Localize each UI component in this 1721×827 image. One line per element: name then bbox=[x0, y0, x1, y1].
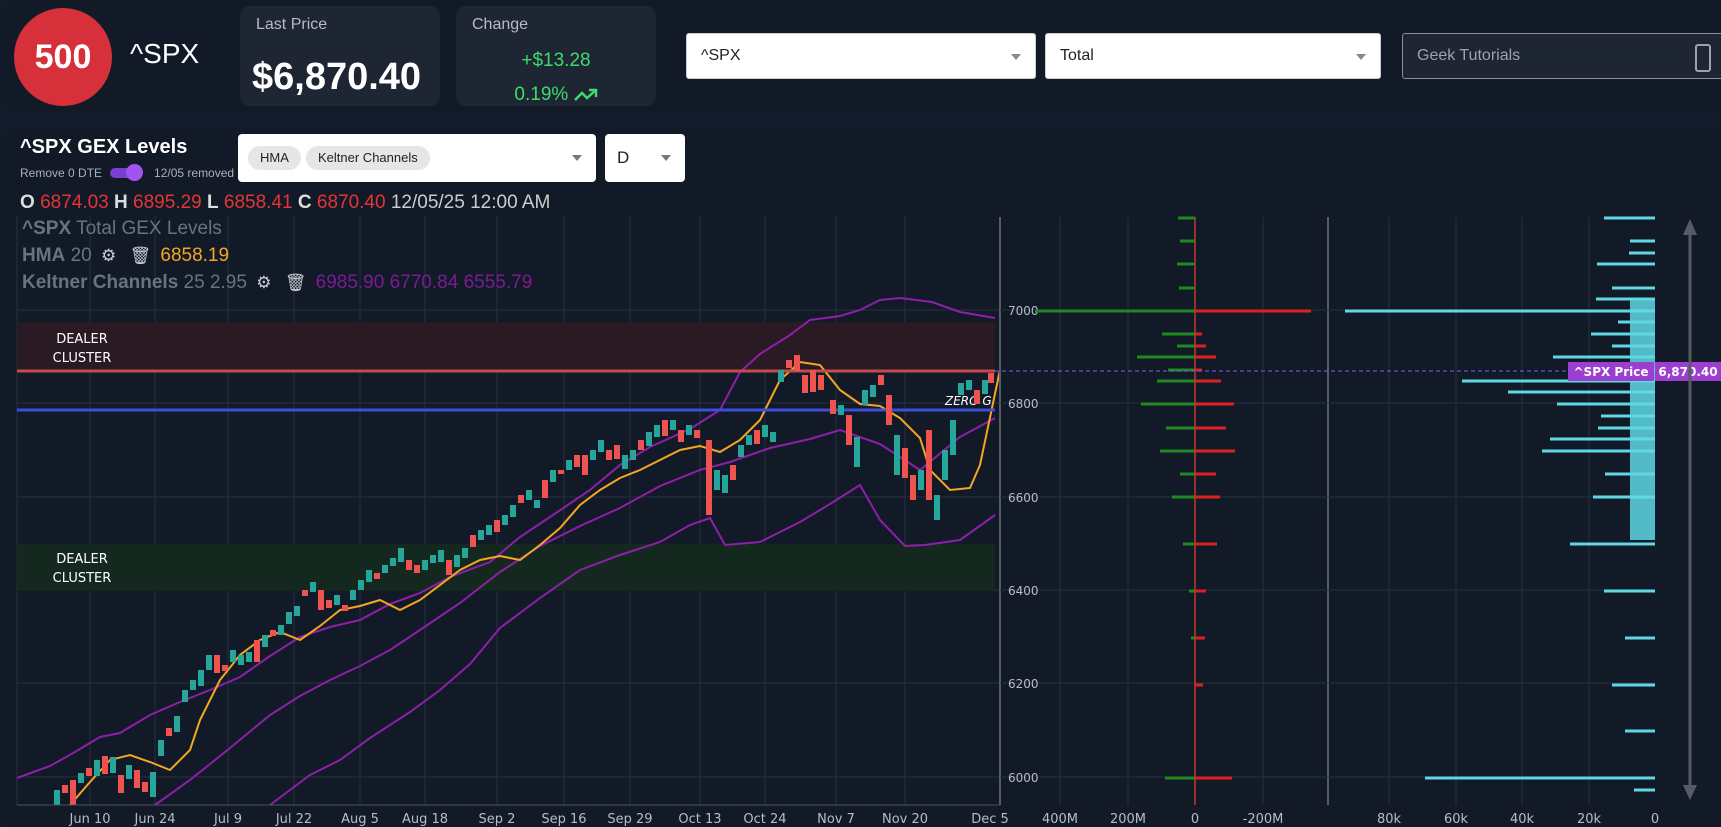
last-price-label: Last Price bbox=[256, 16, 328, 33]
open-value: 6874.03 bbox=[40, 192, 109, 213]
keltner-params: 25 2.95 bbox=[183, 272, 247, 293]
trending-up-icon bbox=[573, 88, 597, 101]
remove-0dte-label: Remove 0 DTE bbox=[20, 166, 103, 180]
remove-0dte-row: Remove 0 DTE 12/05 removed bbox=[20, 164, 235, 181]
remove-0dte-status: 12/05 removed bbox=[154, 166, 235, 180]
timeframe-value: D bbox=[617, 148, 630, 167]
tutorials-placeholder: Geek Tutorials bbox=[1417, 47, 1521, 64]
bar-datetime: 12/05/25 12:00 AM bbox=[390, 192, 551, 213]
high-label: H bbox=[114, 192, 128, 213]
gear-icon[interactable]: ⚙ bbox=[100, 246, 117, 265]
indicator-multiselect[interactable]: HMA Keltner Channels bbox=[238, 134, 596, 182]
gex-type-select-value: Total bbox=[1060, 47, 1094, 64]
keltner-lower-value: 6555.79 bbox=[463, 272, 533, 293]
ohlc-readout: O 6874.03 H 6895.29 L 6858.41 C 6870.40 … bbox=[20, 192, 550, 214]
chevron-down-icon bbox=[1356, 54, 1366, 60]
logo-text: 500 bbox=[34, 37, 92, 76]
series-name: Total GEX Levels bbox=[76, 218, 222, 239]
change-percent-row: 0.19% bbox=[456, 84, 656, 106]
change-label: Change bbox=[472, 16, 529, 33]
chevron-down-icon bbox=[1011, 54, 1021, 60]
keltner-legend: Keltner Channels 25 2.95 ⚙ 🗑 6985.90 677… bbox=[22, 272, 532, 294]
hma-params: 20 bbox=[70, 245, 92, 266]
close-label: C bbox=[297, 192, 312, 213]
open-label: O bbox=[20, 192, 35, 213]
indicator-chip-hma[interactable]: HMA bbox=[248, 146, 301, 170]
tutorials-input[interactable]: Geek Tutorials bbox=[1402, 33, 1721, 79]
ticker-select[interactable]: ^SPX bbox=[686, 33, 1036, 79]
change-percent: 0.19% bbox=[514, 84, 569, 105]
low-value: 6858.41 bbox=[223, 192, 293, 213]
trash-icon[interactable]: 🗑 bbox=[129, 246, 152, 265]
hma-name: HMA bbox=[22, 245, 66, 266]
last-price-card: Last Price $6,870.40 bbox=[240, 6, 440, 106]
chevron-down-icon bbox=[572, 155, 582, 161]
remove-0dte-toggle[interactable] bbox=[110, 164, 144, 181]
series-ticker: ^SPX bbox=[22, 218, 72, 239]
chevron-down-icon bbox=[661, 155, 671, 161]
menu-icon[interactable] bbox=[1695, 44, 1711, 72]
high-value: 6895.29 bbox=[133, 192, 202, 213]
keltner-name: Keltner Channels bbox=[22, 272, 179, 293]
gex-type-select[interactable]: Total bbox=[1045, 33, 1381, 79]
ticker-select-value: ^SPX bbox=[701, 47, 741, 64]
keltner-upper-value: 6985.90 bbox=[315, 272, 385, 293]
gex-chart-panel bbox=[6, 128, 1721, 827]
hma-legend: HMA 20 ⚙ 🗑 6858.19 bbox=[22, 245, 229, 267]
panel-title: ^SPX GEX Levels bbox=[20, 136, 188, 158]
hma-value: 6858.19 bbox=[160, 245, 230, 266]
series-legend: ^SPX Total GEX Levels bbox=[22, 218, 222, 240]
ticker-symbol: ^SPX bbox=[130, 38, 200, 69]
keltner-middle-value: 6770.84 bbox=[389, 272, 459, 293]
last-price-value: $6,870.40 bbox=[252, 56, 422, 98]
change-amount: +$13.28 bbox=[521, 50, 591, 71]
index-logo: 500 bbox=[14, 8, 112, 106]
low-label: L bbox=[207, 192, 219, 213]
change-card: Change +$13.28 0.19% bbox=[456, 6, 656, 106]
indicator-chip-keltner[interactable]: Keltner Channels bbox=[306, 146, 430, 170]
timeframe-select[interactable]: D bbox=[605, 134, 685, 182]
close-value: 6870.40 bbox=[316, 192, 386, 213]
trash-icon[interactable]: 🗑 bbox=[284, 273, 307, 292]
gear-icon[interactable]: ⚙ bbox=[256, 273, 272, 292]
